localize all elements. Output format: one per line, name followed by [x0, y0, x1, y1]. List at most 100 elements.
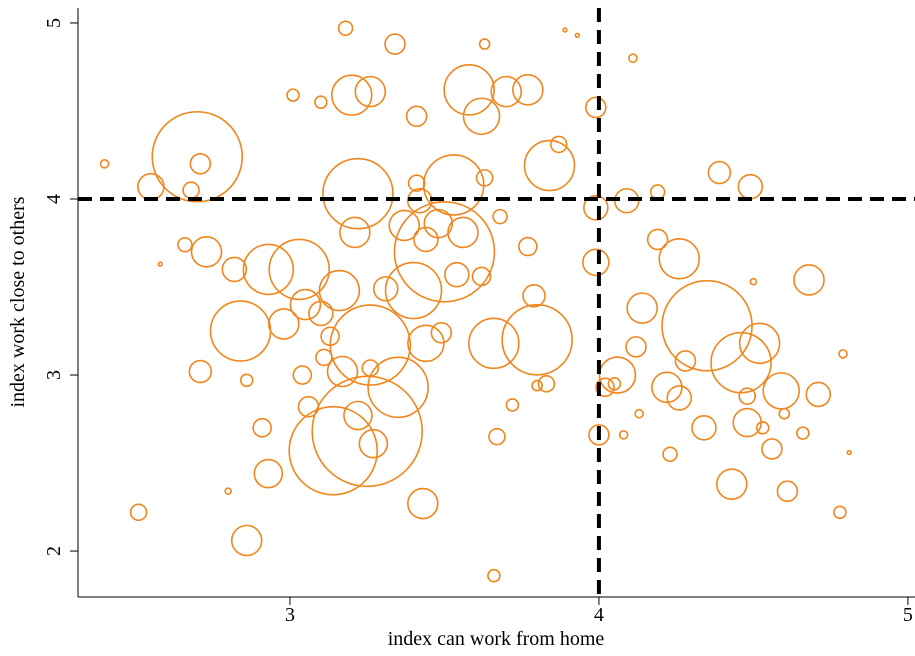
bubble	[738, 387, 757, 405]
x-tick-label: 5	[903, 604, 913, 626]
bubble	[691, 415, 717, 441]
bubble	[649, 184, 666, 200]
bubble	[518, 236, 538, 257]
bubble	[749, 277, 758, 286]
bubble	[598, 356, 637, 394]
bubble	[315, 348, 333, 367]
bubble	[710, 331, 772, 394]
bubble	[674, 350, 697, 372]
bubble	[354, 75, 387, 108]
bubble	[595, 377, 615, 398]
bubble	[562, 27, 568, 33]
bubble	[384, 261, 443, 320]
bubble	[846, 449, 852, 456]
y-tick-label: 4	[43, 194, 65, 204]
bubble	[805, 381, 832, 408]
bubble	[761, 438, 783, 460]
bubble	[626, 292, 658, 324]
bubble	[405, 105, 428, 128]
bubble	[662, 446, 678, 463]
bubble	[289, 288, 322, 321]
bubble	[471, 266, 492, 287]
bubble	[99, 158, 110, 169]
bubble	[658, 238, 701, 280]
bubble	[292, 365, 313, 385]
bubble	[151, 110, 244, 203]
bubble	[388, 209, 421, 242]
bubble	[182, 181, 200, 199]
bubble	[407, 174, 426, 192]
bubble	[367, 356, 429, 419]
y-tick-label: 3	[43, 370, 65, 380]
bubble	[422, 154, 485, 216]
bubble	[318, 269, 361, 312]
bubble	[224, 487, 232, 496]
bubble	[666, 385, 693, 411]
bubble	[177, 236, 193, 253]
bubble	[443, 64, 495, 116]
bubble	[242, 243, 295, 296]
bubble	[447, 216, 479, 249]
bubble	[393, 201, 496, 303]
bubble	[407, 324, 445, 363]
bubble	[512, 74, 544, 106]
bubble	[501, 304, 573, 376]
bubble	[628, 53, 638, 63]
bubble	[537, 375, 556, 393]
bubble	[343, 400, 373, 431]
bubble	[372, 275, 399, 302]
bubble	[267, 308, 300, 340]
bubble	[288, 405, 379, 496]
bubble	[574, 32, 580, 38]
bubble	[407, 487, 439, 520]
bubble	[311, 375, 423, 488]
bubble	[423, 208, 454, 239]
bubble	[618, 430, 629, 440]
bubble	[430, 321, 453, 344]
bubble	[737, 173, 764, 200]
bubble	[462, 97, 501, 136]
bubble	[297, 395, 320, 418]
bubble	[646, 228, 669, 251]
y-axis-label: index work close to others	[7, 196, 29, 407]
bubble	[487, 568, 501, 583]
bubble	[583, 194, 609, 221]
bubble	[549, 135, 568, 154]
bubble	[339, 216, 371, 249]
bubble	[308, 300, 334, 327]
bubble	[320, 326, 340, 347]
bubble	[326, 355, 359, 388]
bubble	[239, 373, 254, 388]
bubble	[188, 359, 213, 384]
bubble	[796, 426, 810, 440]
bubble	[268, 238, 331, 301]
bubble	[361, 359, 380, 377]
bubble	[585, 96, 607, 119]
bubble	[778, 407, 791, 420]
bubble	[838, 349, 848, 359]
bubble	[490, 75, 523, 108]
bubble	[358, 428, 389, 459]
x-axis-label: index can work from home	[388, 628, 605, 650]
bubble	[492, 208, 508, 225]
bubble	[707, 160, 732, 185]
bubble	[732, 407, 763, 438]
y-tick-label: 5	[43, 18, 65, 28]
bubble	[337, 20, 354, 37]
bubble	[230, 524, 263, 557]
bubble	[209, 300, 272, 362]
bubble	[755, 421, 770, 435]
bubble	[634, 408, 644, 419]
bubble	[468, 317, 520, 370]
bubble	[523, 139, 576, 192]
bubble	[286, 88, 300, 102]
bubble	[588, 424, 610, 446]
x-tick-label: 4	[594, 604, 604, 626]
bubble	[488, 427, 506, 446]
bubble	[505, 398, 520, 412]
bubble	[413, 226, 439, 253]
bubble	[252, 418, 272, 438]
bubble	[651, 371, 683, 404]
bubble	[531, 379, 543, 392]
bubble	[475, 169, 494, 187]
